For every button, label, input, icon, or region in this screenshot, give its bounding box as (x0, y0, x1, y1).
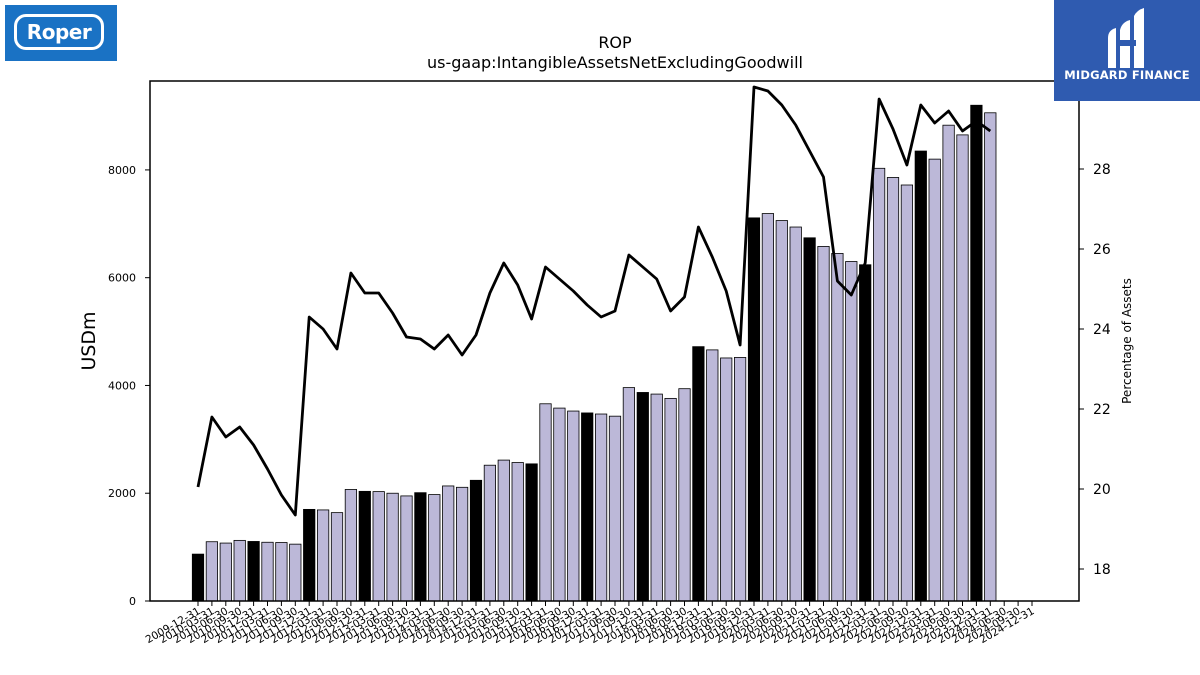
bar (539, 403, 552, 602)
bar (511, 462, 524, 602)
bar (622, 387, 636, 602)
y2-axis-label: Percentage of Assets (1120, 278, 1134, 404)
y2-tick-label: 24 (1093, 322, 1111, 338)
roper-logo-text: Roper (14, 14, 104, 50)
bar (747, 217, 761, 602)
bar (316, 509, 330, 602)
bar (636, 392, 649, 602)
bar (831, 253, 844, 602)
bar (400, 495, 413, 602)
y-tick-label: 4000 (108, 379, 136, 392)
y-tick-label: 0 (129, 595, 136, 608)
bar (525, 463, 538, 602)
bar (483, 464, 497, 602)
bar (956, 134, 969, 602)
bar (775, 220, 788, 602)
bar (845, 261, 858, 602)
y-tick-label: 8000 (108, 164, 136, 177)
bar (873, 167, 886, 602)
line-series (196, 85, 992, 517)
bar (942, 124, 955, 602)
bar (358, 490, 371, 602)
chart-title: ROP (598, 33, 632, 52)
bar (442, 485, 455, 602)
y-axis-right: 18202224262830 (1079, 82, 1111, 578)
bar (191, 553, 205, 602)
roper-logo: Roper (5, 5, 117, 61)
bar (706, 349, 719, 602)
y-axis-label: USDm (78, 311, 100, 370)
bar-series (191, 104, 997, 602)
bar (553, 407, 566, 602)
bar (984, 112, 997, 602)
y2-tick-label: 26 (1093, 242, 1111, 258)
line-path (196, 85, 992, 517)
y-tick-label: 6000 (108, 272, 136, 285)
bar (928, 158, 941, 602)
bar (664, 397, 677, 602)
y2-tick-label: 22 (1093, 402, 1111, 418)
bar (692, 346, 705, 602)
bar (428, 494, 441, 602)
bar (275, 542, 288, 602)
bar (886, 177, 900, 602)
bar (469, 479, 483, 602)
bar (817, 246, 830, 602)
y-axis-left: 0 2000 4000 6000 8000 (108, 164, 150, 608)
bar (330, 512, 344, 602)
y2-tick-label: 20 (1093, 482, 1111, 498)
bar (900, 184, 914, 602)
bar (344, 489, 358, 602)
bar (567, 410, 580, 602)
bar (497, 459, 510, 602)
bar (761, 213, 775, 602)
y-tick-label: 2000 (108, 487, 136, 500)
bar (289, 543, 302, 602)
bar (233, 539, 246, 602)
x-axis: 2009-12-312010-03-312010-06-302010-09-30… (144, 601, 1037, 646)
midgard-mark-icon (1108, 8, 1144, 68)
bar (650, 393, 663, 602)
bar (219, 542, 232, 602)
chart-subtitle: us-gaap:IntangibleAssetsNetExcludingGood… (427, 53, 803, 72)
bar (414, 492, 427, 602)
y2-tick-label: 28 (1093, 162, 1111, 178)
bar (303, 508, 316, 602)
bar (914, 150, 927, 602)
bar (205, 541, 218, 602)
bar (678, 388, 691, 602)
bar (372, 491, 385, 602)
bar (734, 357, 747, 602)
bar (720, 357, 733, 602)
bar (581, 412, 594, 602)
bar (386, 492, 399, 602)
midgard-logo-text: MIDGARD FINANCE (1064, 68, 1190, 82)
bar (247, 541, 260, 602)
bar (261, 541, 274, 602)
bar (970, 104, 983, 602)
bar (859, 264, 872, 602)
bar (455, 486, 469, 602)
y2-tick-label: 18 (1093, 562, 1111, 578)
bar (608, 415, 622, 602)
midgard-finance-logo: MIDGARD FINANCE (1054, 0, 1200, 101)
bar (595, 413, 608, 602)
bar (803, 237, 816, 602)
bar (789, 226, 802, 602)
